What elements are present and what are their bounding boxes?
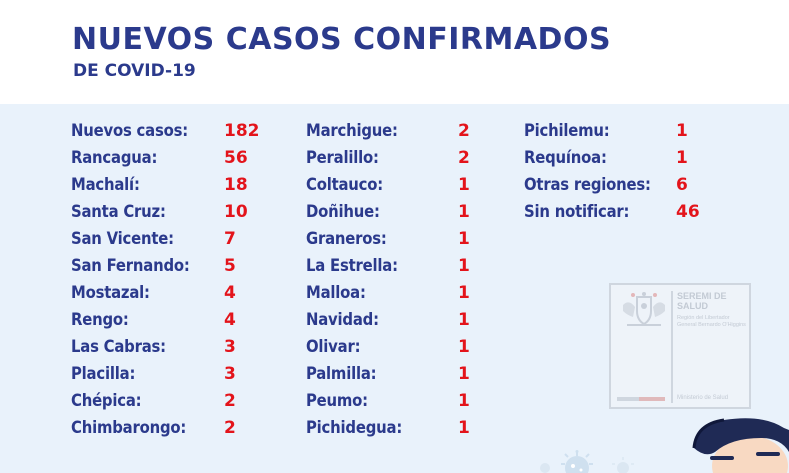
case-count: 2 (458, 121, 470, 141)
case-count: 1 (676, 148, 688, 168)
case-count: 1 (458, 418, 470, 438)
commune-label: Machalí: (71, 175, 140, 194)
case-count: 4 (224, 310, 236, 330)
case-count: 1 (458, 391, 470, 411)
case-count: 56 (224, 148, 248, 168)
character-illustration (692, 418, 789, 473)
case-count: 2 (458, 148, 470, 168)
commune-label: Nuevos casos: (71, 121, 188, 140)
commune-label: La Estrella: (306, 256, 398, 275)
commune-label: Chépica: (71, 391, 142, 410)
commune-label: Pichidegua: (306, 418, 403, 437)
case-count: 1 (458, 256, 470, 276)
seal-flag-red (639, 397, 665, 401)
page-title: NUEVOS CASOS CONFIRMADOS (72, 22, 612, 57)
virus-icon (540, 450, 634, 473)
commune-label: Coltauco: (306, 175, 383, 194)
commune-label: Mostazal: (71, 283, 150, 302)
commune-label: Santa Cruz: (71, 202, 166, 221)
case-count: 1 (458, 229, 470, 249)
commune-label: Requínoa: (524, 148, 607, 167)
commune-label: Sin notificar: (524, 202, 630, 221)
seal-divider (671, 291, 673, 403)
commune-label: Otras regiones: (524, 175, 651, 194)
commune-label: Peralillo: (306, 148, 379, 167)
commune-label: Rancagua: (71, 148, 158, 167)
commune-label: San Vicente: (71, 229, 174, 248)
case-count: 1 (458, 337, 470, 357)
commune-label: Chimbarongo: (71, 418, 187, 437)
case-count: 6 (676, 175, 688, 195)
case-count: 3 (224, 364, 236, 384)
commune-label: Graneros: (306, 229, 387, 248)
seal-title: SEREMI DE SALUD (677, 291, 727, 311)
commune-label: Rengo: (71, 310, 129, 329)
case-count: 46 (676, 202, 700, 222)
case-count: 2 (224, 418, 236, 438)
case-count: 1 (458, 283, 470, 303)
chile-coat-of-arms-icon (623, 292, 665, 326)
seal-subtitle: Región del Libertador General Bernardo O… (677, 315, 746, 328)
case-count: 1 (458, 310, 470, 330)
case-count: 2 (224, 391, 236, 411)
header: NUEVOS CASOS CONFIRMADOS DE COVID-19 (0, 0, 789, 104)
seal-footer: Ministerio de Salud (677, 395, 729, 401)
case-count: 1 (458, 364, 470, 384)
case-count: 18 (224, 175, 248, 195)
case-count: 1 (676, 121, 688, 141)
case-count: 10 (224, 202, 248, 222)
case-count: 5 (224, 256, 236, 276)
case-count: 4 (224, 283, 236, 303)
case-count: 3 (224, 337, 236, 357)
commune-label: Marchigue: (306, 121, 398, 140)
commune-label: Pichilemu: (524, 121, 610, 140)
case-count: 1 (458, 175, 470, 195)
seremi-salud-seal: SEREMI DE SALUD Región del Libertador Ge… (609, 283, 751, 409)
commune-label: Doñihue: (306, 202, 380, 221)
seal-flag-blue (617, 397, 639, 401)
commune-label: Malloa: (306, 283, 366, 302)
commune-label: Placilla: (71, 364, 136, 383)
page-subtitle: DE COVID-19 (73, 61, 196, 81)
commune-label: Peumo: (306, 391, 368, 410)
case-count: 182 (224, 121, 260, 141)
case-count: 1 (458, 202, 470, 222)
commune-label: Navidad: (306, 310, 379, 329)
case-count: 7 (224, 229, 236, 249)
commune-label: Olivar: (306, 337, 361, 356)
commune-label: Las Cabras: (71, 337, 166, 356)
commune-label: San Fernando: (71, 256, 190, 275)
commune-label: Palmilla: (306, 364, 377, 383)
